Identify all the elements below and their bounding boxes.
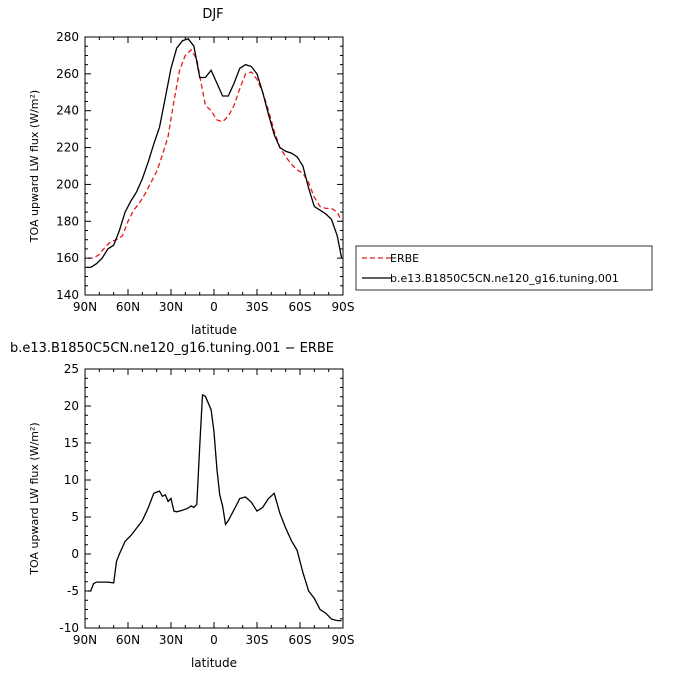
chart-panel-2: b.e13.B1850C5CN.ne120_g16.tuning.001 − E…	[10, 341, 354, 670]
y-tick-label: -10	[59, 621, 79, 635]
plot-frame	[84, 368, 344, 629]
y-tick-label: 5	[71, 510, 79, 524]
x-tick-label: 60S	[289, 300, 312, 314]
x-tick-label: 30S	[246, 300, 269, 314]
x-tick-label: 30N	[159, 300, 183, 314]
series-line-2	[86, 38, 343, 269]
y-tick-label: 180	[56, 214, 79, 228]
legend: ERBE b.e13.B1850C5CN.ne120_g16.tuning.001	[355, 245, 653, 291]
y-tick-label: 240	[56, 104, 79, 118]
y-tick-label: 260	[56, 67, 79, 81]
y-tick-label: 220	[56, 141, 79, 155]
x-tick-label: 60S	[289, 633, 312, 647]
y-tick-label: 25	[64, 362, 79, 376]
chart-title: b.e13.B1850C5CN.ne120_g16.tuning.001 − E…	[10, 341, 334, 356]
legend-label: ERBE	[390, 252, 419, 265]
x-axis-label: latitude	[191, 656, 237, 670]
x-axis-label: latitude	[191, 323, 237, 337]
x-tick-label: 0	[210, 300, 218, 314]
y-tick-label: -5	[67, 584, 79, 598]
y-tick-label: 15	[64, 436, 79, 450]
y-tick-label: 10	[64, 473, 79, 487]
y-tick-label: 0	[71, 547, 79, 561]
x-tick-label: 60N	[116, 300, 140, 314]
x-tick-label: 90N	[73, 300, 97, 314]
y-axis-label: TOA upward LW flux (W/m²)	[28, 90, 41, 243]
legend-label: b.e13.B1850C5CN.ne120_g16.tuning.001	[390, 272, 619, 285]
y-tick-label: 140	[56, 288, 79, 302]
x-tick-label: 90N	[73, 633, 97, 647]
chart-panel-1: DJF 90N 60N 30N 0 30S 60S 90S 140 160 180 200 220 240…	[28, 7, 653, 337]
y-axis-label: TOA upward LW flux (W/m²)	[28, 422, 41, 575]
legend-box	[355, 245, 653, 291]
y-tick-label: 280	[56, 30, 79, 44]
y-tick-label: 200	[56, 177, 79, 191]
x-tick-label: 90S	[332, 633, 355, 647]
chart-title: DJF	[202, 7, 223, 22]
x-tick-label: 0	[210, 633, 218, 647]
series-line-1	[87, 48, 343, 259]
y-tick-label: 160	[56, 251, 79, 265]
x-tick-label: 30N	[159, 633, 183, 647]
series-line-1	[87, 393, 342, 622]
x-tick-label: 90S	[332, 300, 355, 314]
x-tick-label: 60N	[116, 633, 140, 647]
y-tick-label: 20	[64, 399, 79, 413]
x-tick-label: 30S	[246, 633, 269, 647]
